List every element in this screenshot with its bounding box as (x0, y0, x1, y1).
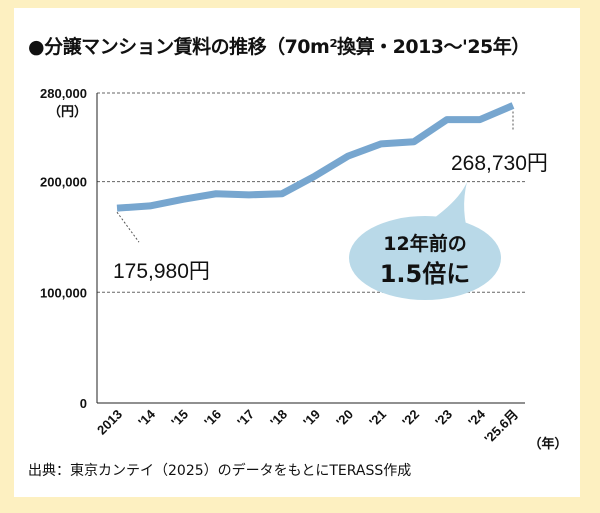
y-tick-label: 200,000 (40, 175, 87, 190)
callout-text-line1: 12年前の (383, 232, 466, 255)
callout-bubble (349, 216, 501, 300)
x-tick-label: '18 (267, 407, 290, 430)
x-tick-label: '17 (234, 407, 257, 430)
x-tick-label: '22 (399, 407, 422, 430)
x-tick-label: 2013 (94, 407, 125, 438)
x-tick-label: '21 (366, 407, 389, 430)
start-value-label: 175,980円 (113, 260, 210, 283)
y-axis-unit: （円） (48, 104, 87, 119)
x-tick-label: '15 (168, 407, 191, 430)
x-tick-label: '16 (201, 407, 224, 430)
y-tick-label: 100,000 (40, 285, 87, 300)
callout-text-line2: 1.5倍に (380, 260, 471, 288)
chart-title: ●分譲マンション賃料の推移（70m²換算・2013〜'25年） (28, 36, 530, 58)
x-tick-label: '19 (300, 407, 323, 430)
x-tick-label: '24 (465, 406, 489, 430)
x-tick-label: '23 (432, 407, 455, 430)
source-note: 出典：東京カンテイ（2025）のデータをもとにTERASS作成 (28, 463, 412, 479)
x-tick-label: '25.6月 (481, 407, 521, 447)
x-tick-label: '14 (135, 406, 159, 430)
y-tick-label: 0 (80, 396, 87, 411)
x-axis-unit: （年） (528, 436, 567, 451)
y-tick-label: 280,000 (40, 86, 87, 101)
start-leader (116, 211, 140, 243)
end-value-label: 268,730円 (451, 152, 548, 175)
x-tick-label: '20 (333, 407, 356, 430)
